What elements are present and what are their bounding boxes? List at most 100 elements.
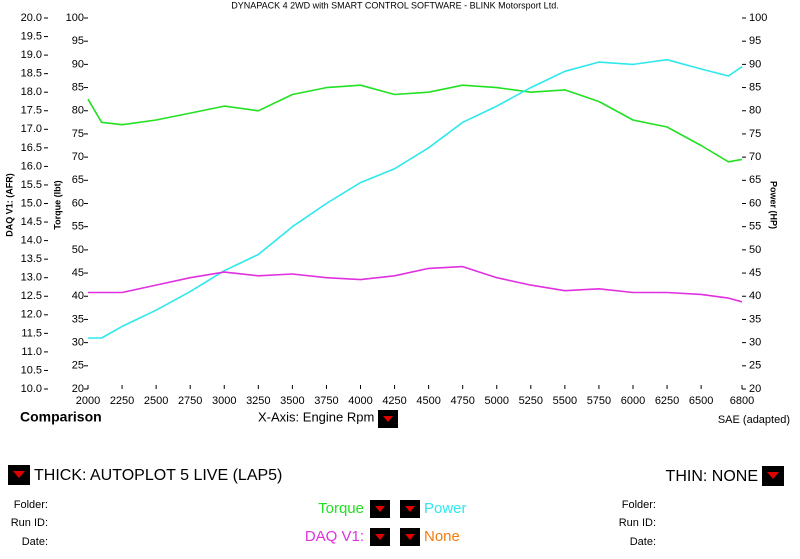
torque-dropdown[interactable] <box>370 500 390 518</box>
x-tick-label: 6800 <box>730 395 754 407</box>
x-tick-label: 3000 <box>212 395 236 407</box>
y2ticks-label: 50 <box>749 244 761 256</box>
y2ticks-label: 90 <box>749 58 761 70</box>
yticks-label: 35 <box>72 313 84 325</box>
x-tick-label: 4750 <box>450 395 474 407</box>
y2ticks-label: 35 <box>749 313 761 325</box>
y3ticks-label: 19.5 <box>21 30 42 42</box>
yticks-label: 85 <box>72 81 84 93</box>
x-tick-label: 5750 <box>587 395 611 407</box>
y3ticks-label: 10.0 <box>21 383 42 395</box>
afr-axis-title: DAQ V1: (AFR) <box>4 173 14 237</box>
yticks-label: 25 <box>72 360 84 372</box>
x-tick-label: 2000 <box>76 395 100 407</box>
y3ticks-label: 14.5 <box>21 216 42 228</box>
thick-dropdown[interactable] <box>8 465 30 485</box>
y3ticks-label: 18.0 <box>21 86 42 98</box>
y2ticks-label: 65 <box>749 174 761 186</box>
series-line <box>88 58 743 339</box>
x-tick-label: 4250 <box>382 395 406 407</box>
y2ticks-label: 70 <box>749 151 761 163</box>
y3ticks-label: 13.5 <box>21 253 42 265</box>
yticks-label: 30 <box>72 337 84 349</box>
field-label: Folder: <box>622 499 656 511</box>
x-tick-label: 5000 <box>485 395 509 407</box>
comparison-label: Comparison <box>20 409 102 425</box>
yticks-label: 40 <box>72 290 84 302</box>
thin-dropdown[interactable] <box>762 466 784 486</box>
thick-run-label: THICK: AUTOPLOT 5 LIVE (LAP5) <box>34 467 282 484</box>
x-axis-dropdown[interactable] <box>378 410 398 428</box>
daq-dropdown[interactable] <box>370 528 390 546</box>
y2ticks-label: 60 <box>749 197 761 209</box>
yticks-label: 70 <box>72 151 84 163</box>
yticks-label: 75 <box>72 128 84 140</box>
y3ticks-label: 16.5 <box>21 142 42 154</box>
y2ticks-label: 20 <box>749 383 761 395</box>
y3ticks-label: 15.5 <box>21 179 42 191</box>
yticks-label: 90 <box>72 58 84 70</box>
legend-entry: Power <box>424 500 467 517</box>
y2ticks-label: 45 <box>749 267 761 279</box>
thin-run-label: THIN: NONE <box>666 468 758 485</box>
power-axis-title: Power (HP) <box>769 181 779 229</box>
y3ticks-label: 15.0 <box>21 197 42 209</box>
y3ticks-label: 19.0 <box>21 49 42 61</box>
x-axis-selector-label: X-Axis: Engine Rpm <box>258 409 374 424</box>
torque-axis-title: Torque (lbt) <box>52 180 62 229</box>
daq2-none: None <box>424 528 460 545</box>
yticks-label: 100 <box>66 12 84 24</box>
x-tick-label: 2500 <box>144 395 168 407</box>
yticks-label: 45 <box>72 267 84 279</box>
y3ticks-label: 17.5 <box>21 105 42 117</box>
x-tick-label: 4000 <box>348 395 372 407</box>
x-tick-label: 5500 <box>553 395 577 407</box>
y2ticks-label: 40 <box>749 290 761 302</box>
yticks-label: 65 <box>72 174 84 186</box>
series-line <box>87 84 743 163</box>
yticks-label: 95 <box>72 35 84 47</box>
y2ticks-label: 100 <box>749 12 767 24</box>
y2ticks-label: 95 <box>749 35 761 47</box>
yticks-label: 20 <box>72 383 84 395</box>
y3ticks-label: 13.0 <box>21 272 42 284</box>
field-label: Folder: <box>14 499 48 511</box>
x-tick-label: 3250 <box>246 395 270 407</box>
y2ticks-label: 75 <box>749 128 761 140</box>
field-label: Date: <box>22 536 48 548</box>
standard-label: SAE (adapted) <box>718 414 790 426</box>
y3ticks-label: 18.5 <box>21 68 42 80</box>
yticks-label: 80 <box>72 105 84 117</box>
y3ticks-label: 12.0 <box>21 309 42 321</box>
y3ticks-label: 11.5 <box>21 327 42 339</box>
x-tick-label: 3500 <box>280 395 304 407</box>
y2ticks-label: 85 <box>749 81 761 93</box>
x-tick-label: 3750 <box>314 395 338 407</box>
y2ticks-label: 80 <box>749 105 761 117</box>
chart-title: DYNAPACK 4 2WD with SMART CONTROL SOFTWA… <box>231 0 558 10</box>
y3ticks-label: 14.0 <box>21 235 42 247</box>
x-tick-label: 5250 <box>519 395 543 407</box>
field-label: Date: <box>630 536 656 548</box>
yticks-label: 60 <box>72 197 84 209</box>
daq2-dropdown[interactable] <box>400 528 420 546</box>
yticks-label: 50 <box>72 244 84 256</box>
series-line <box>88 265 743 303</box>
x-tick-label: 6250 <box>655 395 679 407</box>
field-label: Run ID: <box>11 517 48 529</box>
legend-entry: DAQ V1: <box>305 528 364 545</box>
y3ticks-label: 11.0 <box>21 346 42 358</box>
x-tick-label: 6000 <box>621 395 645 407</box>
x-tick-label: 2750 <box>178 395 202 407</box>
y3ticks-label: 10.5 <box>21 364 42 376</box>
y3ticks-label: 16.0 <box>21 160 42 172</box>
y3ticks-label: 17.0 <box>21 123 42 135</box>
legend-entry: Torque <box>318 500 364 517</box>
power-dropdown[interactable] <box>400 500 420 518</box>
y3ticks-label: 12.5 <box>21 290 42 302</box>
y2ticks-label: 30 <box>749 337 761 349</box>
x-tick-label: 2250 <box>110 395 134 407</box>
y2ticks-label: 25 <box>749 360 761 372</box>
x-tick-label: 6500 <box>689 395 713 407</box>
